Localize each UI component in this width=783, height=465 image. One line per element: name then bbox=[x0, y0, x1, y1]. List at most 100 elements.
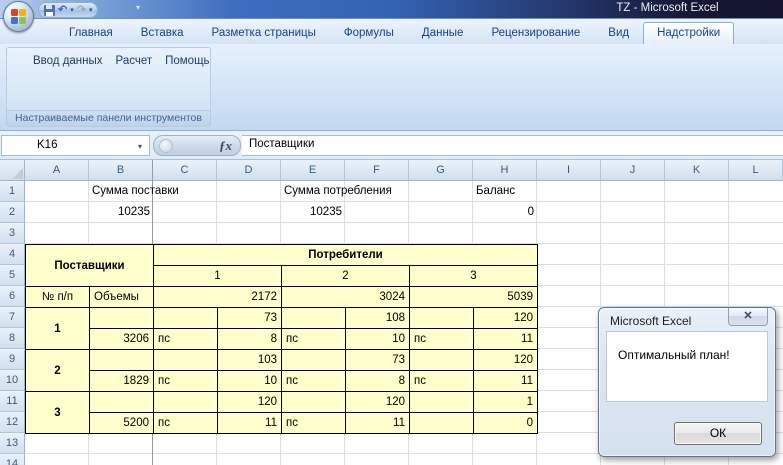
tab-glavnaya[interactable]: Главная bbox=[69, 27, 113, 39]
row-header-11[interactable]: 11 bbox=[0, 391, 25, 412]
row-header-10[interactable]: 10 bbox=[0, 370, 25, 391]
col-header-i[interactable]: I bbox=[537, 160, 601, 181]
cell-g12[interactable] bbox=[409, 412, 474, 434]
tab-formuly[interactable]: Формулы bbox=[343, 27, 394, 39]
alloc-2-2[interactable]: 8 bbox=[345, 370, 410, 392]
alloc-2-1[interactable]: 10 bbox=[217, 370, 282, 392]
col-header-l[interactable]: L bbox=[729, 160, 783, 181]
alloc-1-2[interactable]: 10 bbox=[345, 328, 410, 350]
cost-3-3[interactable]: 1 bbox=[473, 391, 538, 413]
ps-3-2[interactable]: пс bbox=[281, 412, 346, 434]
cell-h1[interactable]: Баланс bbox=[476, 185, 516, 197]
cell-c9[interactable] bbox=[153, 349, 218, 371]
row-header-14[interactable]: 14 bbox=[0, 454, 25, 465]
redo-dropdown-icon[interactable]: ▾ bbox=[88, 7, 93, 14]
alloc-1-1[interactable]: 8 bbox=[217, 328, 282, 350]
col-header-b[interactable]: B bbox=[89, 160, 153, 181]
row-header-1[interactable]: 1 bbox=[0, 181, 25, 202]
row-header-8[interactable]: 8 bbox=[0, 328, 25, 349]
supplier-2-id[interactable]: 2 bbox=[25, 349, 90, 392]
col-header-d[interactable]: D bbox=[217, 160, 281, 181]
cell-g9[interactable] bbox=[409, 349, 474, 371]
cell-e9[interactable] bbox=[281, 349, 346, 371]
dialog-close-button[interactable]: ✕ bbox=[728, 308, 768, 326]
volumes-header-cell[interactable]: Объемы bbox=[89, 286, 154, 308]
demand-1-cell[interactable]: 2172 bbox=[153, 286, 282, 308]
cell-b11[interactable] bbox=[89, 391, 154, 413]
col-header-h[interactable]: H bbox=[473, 160, 537, 181]
consumers-header-cell[interactable]: Потребители bbox=[153, 244, 538, 266]
row-header-4[interactable]: 4 bbox=[0, 244, 25, 265]
row-header-6[interactable]: 6 bbox=[0, 286, 25, 307]
cell-e1[interactable]: Сумма потребления bbox=[284, 185, 392, 197]
tab-nadstroyki[interactable]: Надстройки bbox=[643, 22, 735, 44]
ps-3-1[interactable]: пс bbox=[153, 412, 218, 434]
col-header-g[interactable]: G bbox=[409, 160, 473, 181]
alloc-3-2[interactable]: 11 bbox=[345, 412, 410, 434]
ps-2-3[interactable]: пс bbox=[409, 370, 474, 392]
row-header-9[interactable]: 9 bbox=[0, 349, 25, 370]
select-all-corner[interactable] bbox=[0, 160, 25, 181]
tab-vid[interactable]: Вид bbox=[608, 27, 630, 39]
ps-1-2[interactable]: пс bbox=[281, 328, 346, 350]
menu-raschet[interactable]: Расчет bbox=[115, 55, 153, 67]
name-box-dropdown-icon[interactable]: ▾ bbox=[138, 142, 143, 151]
cell-g11[interactable] bbox=[409, 391, 474, 413]
consumer-3-header[interactable]: 3 bbox=[409, 265, 538, 287]
cell-e11[interactable] bbox=[281, 391, 346, 413]
row-header-13[interactable]: 13 bbox=[0, 433, 25, 454]
cell-e7[interactable] bbox=[281, 307, 346, 329]
cost-3-2[interactable]: 120 bbox=[345, 391, 410, 413]
cost-2-1[interactable]: 103 bbox=[217, 349, 282, 371]
supplier-1-id[interactable]: 1 bbox=[25, 307, 90, 350]
cell-h2[interactable]: 0 bbox=[527, 206, 534, 218]
tab-recenzirovanie[interactable]: Рецензирование bbox=[491, 27, 581, 39]
cell-c11[interactable] bbox=[153, 391, 218, 413]
row-header-3[interactable]: 3 bbox=[0, 223, 25, 244]
supplier-3-id[interactable]: 3 bbox=[25, 391, 90, 434]
cost-1-1[interactable]: 73 bbox=[217, 307, 282, 329]
cell-b7[interactable] bbox=[89, 307, 154, 329]
ps-2-1[interactable]: пс bbox=[153, 370, 218, 392]
save-icon[interactable] bbox=[44, 4, 55, 16]
cost-2-2[interactable]: 73 bbox=[345, 349, 410, 371]
menu-pomosch[interactable]: Помощь bbox=[165, 55, 210, 67]
consumer-2-header[interactable]: 2 bbox=[281, 265, 410, 287]
row-header-2[interactable]: 2 bbox=[0, 202, 25, 223]
alloc-1-3[interactable]: 11 bbox=[473, 328, 538, 350]
insert-function-icon[interactable]: ƒx bbox=[219, 138, 232, 153]
cell-g7[interactable] bbox=[409, 307, 474, 329]
cell-b9[interactable] bbox=[89, 349, 154, 371]
suppliers-header-cell[interactable]: Поставщики bbox=[25, 244, 154, 287]
ps-1-1[interactable]: пс bbox=[153, 328, 218, 350]
tab-dannye[interactable]: Данные bbox=[421, 27, 464, 39]
cell-c7[interactable] bbox=[153, 307, 218, 329]
cost-2-3[interactable]: 120 bbox=[473, 349, 538, 371]
col-header-f[interactable]: F bbox=[345, 160, 409, 181]
cost-3-1[interactable]: 120 bbox=[217, 391, 282, 413]
supply-2-cell[interactable]: 1829 bbox=[89, 370, 154, 392]
col-header-e[interactable]: E bbox=[281, 160, 345, 181]
consumer-1-header[interactable]: 1 bbox=[153, 265, 282, 287]
ok-button[interactable]: ОК bbox=[674, 422, 762, 445]
name-box[interactable]: K16 bbox=[1, 135, 150, 156]
customize-qat-icon[interactable]: ▾ bbox=[136, 3, 141, 12]
num-header-cell[interactable]: № п/п bbox=[25, 286, 90, 308]
alloc-3-1[interactable]: 11 bbox=[217, 412, 282, 434]
ps-2-2[interactable]: пс bbox=[281, 370, 346, 392]
ps-1-3[interactable]: пс bbox=[409, 328, 474, 350]
row-header-5[interactable]: 5 bbox=[0, 265, 25, 286]
alloc-3-3[interactable]: 0 bbox=[473, 412, 538, 434]
col-header-a[interactable]: A bbox=[25, 160, 89, 181]
col-header-k[interactable]: K bbox=[665, 160, 729, 181]
cell-b2[interactable]: 10235 bbox=[118, 206, 150, 218]
col-header-j[interactable]: J bbox=[601, 160, 665, 181]
col-header-c[interactable]: C bbox=[153, 160, 217, 181]
cell-b1[interactable]: Сумма поставки bbox=[92, 185, 179, 197]
formula-input[interactable]: Поставщики bbox=[242, 135, 783, 156]
cost-1-2[interactable]: 108 bbox=[345, 307, 410, 329]
demand-3-cell[interactable]: 5039 bbox=[409, 286, 538, 308]
tab-vstavka[interactable]: Вставка bbox=[140, 27, 184, 39]
demand-2-cell[interactable]: 3024 bbox=[281, 286, 410, 308]
menu-vvod-dannyh[interactable]: Ввод данных bbox=[33, 55, 103, 67]
